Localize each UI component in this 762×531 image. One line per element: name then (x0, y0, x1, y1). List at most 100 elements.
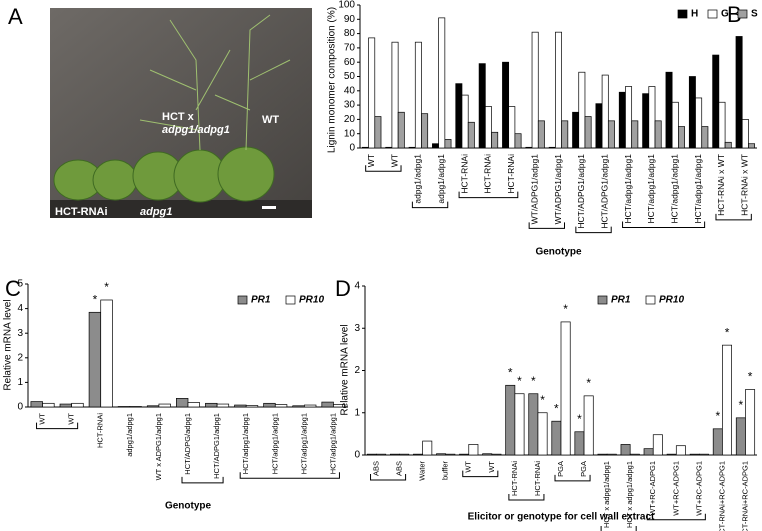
legend-swatch (285, 295, 296, 305)
bracket (458, 191, 519, 199)
y-tick-label: 50 (344, 71, 356, 82)
bar (361, 146, 369, 149)
bar (461, 94, 469, 149)
significance: * (531, 374, 536, 388)
bracket (370, 474, 407, 481)
bracket (508, 494, 545, 501)
bar (502, 61, 510, 149)
bar (505, 384, 516, 456)
bar (607, 120, 615, 149)
bar (678, 126, 685, 149)
bar (595, 103, 603, 149)
x-tick-label: HCT-RNAi (506, 154, 516, 194)
x-tick-label: HCT/adpg1/adpg1 (646, 154, 656, 224)
legend-swatch (237, 295, 248, 305)
legend-label: PR1 (251, 295, 271, 306)
x-tick-label: HCT-RNAi+RC-ADPG1 (740, 461, 749, 531)
bar (274, 404, 288, 408)
bar (531, 31, 539, 149)
bar (491, 131, 499, 149)
bar (583, 395, 594, 456)
y-tick-label: 1 (354, 407, 360, 418)
bar (445, 453, 456, 456)
bar (629, 453, 640, 456)
bar (176, 398, 189, 408)
x-tick-label: HCT/adpg1/adpg1 (299, 413, 308, 474)
significance: * (725, 325, 730, 339)
y-tick-label: 90 (344, 14, 356, 25)
bar (399, 453, 410, 456)
y-tick-label: 2 (17, 352, 23, 363)
y-axis-label: Relative mRNA level (340, 324, 351, 415)
y-axis-label: Relative mRNA level (3, 299, 14, 390)
legend-label: G (721, 9, 729, 20)
panel-label: D (335, 276, 351, 301)
x-tick-label: HCT-RNAi (459, 154, 469, 194)
bar (59, 403, 72, 408)
photo-caption: WT (262, 114, 279, 126)
legend-swatch (737, 9, 748, 19)
bracket (411, 201, 449, 209)
bar (555, 31, 562, 149)
x-tick-label: HCT/adpg1/adpg1 (670, 154, 680, 224)
bar (376, 453, 387, 456)
x-tick-label: HCT/adpg1/adpg1 (623, 154, 633, 224)
bar (478, 63, 486, 149)
x-tick-label: HCT-RNAi (483, 154, 493, 194)
panel-label: A (8, 4, 23, 29)
bar (631, 120, 639, 149)
y-tick-label: 30 (344, 100, 356, 111)
x-tick-label: HCT-RNAi+RC-ADPG1 (717, 461, 726, 531)
bar (560, 321, 571, 456)
bracket (462, 470, 499, 478)
x-tick-label: ABS (395, 461, 404, 476)
bar (699, 453, 709, 456)
bracket (600, 526, 637, 531)
bar (333, 404, 346, 408)
significance: * (563, 302, 568, 316)
bar (71, 402, 84, 408)
bar (484, 106, 492, 149)
y-tick-label: 10 (344, 128, 356, 139)
bracket (239, 472, 340, 479)
bracket (715, 213, 752, 221)
bar (368, 37, 376, 149)
bar (675, 445, 686, 456)
bar (735, 417, 746, 456)
bar (625, 86, 633, 149)
legend-label: PR10 (299, 295, 324, 306)
bracket (528, 222, 565, 229)
bar (652, 434, 663, 456)
bar (508, 106, 516, 149)
bar (722, 344, 732, 456)
bar (574, 431, 585, 456)
y-tick-label: 3 (354, 323, 360, 334)
bar (100, 299, 113, 408)
bar (30, 401, 43, 408)
y-tick-label: 4 (354, 281, 360, 292)
bar (216, 403, 230, 408)
bar (482, 453, 493, 456)
x-tick-label: HCT x adpg1/adpg1 (625, 461, 634, 528)
significance: * (104, 280, 109, 294)
significance: * (748, 370, 753, 384)
bar (724, 141, 732, 149)
bar (642, 93, 650, 149)
bar (701, 126, 709, 149)
bar (572, 111, 580, 149)
bar (745, 389, 756, 456)
bar (689, 453, 700, 456)
significance: * (739, 398, 744, 412)
bracket (554, 474, 591, 482)
photo-caption: adpg1 (140, 206, 172, 218)
photo-caption: HCT-RNAi (55, 206, 108, 218)
bar (671, 101, 679, 149)
x-tick-label: WT/ADPG1/adpg1 (529, 154, 539, 225)
bar (413, 453, 423, 456)
panel-label: B (727, 2, 742, 27)
bar (146, 405, 160, 408)
bar (712, 54, 720, 149)
bar (42, 402, 55, 408)
significance: * (577, 412, 582, 426)
significance: * (517, 374, 522, 388)
